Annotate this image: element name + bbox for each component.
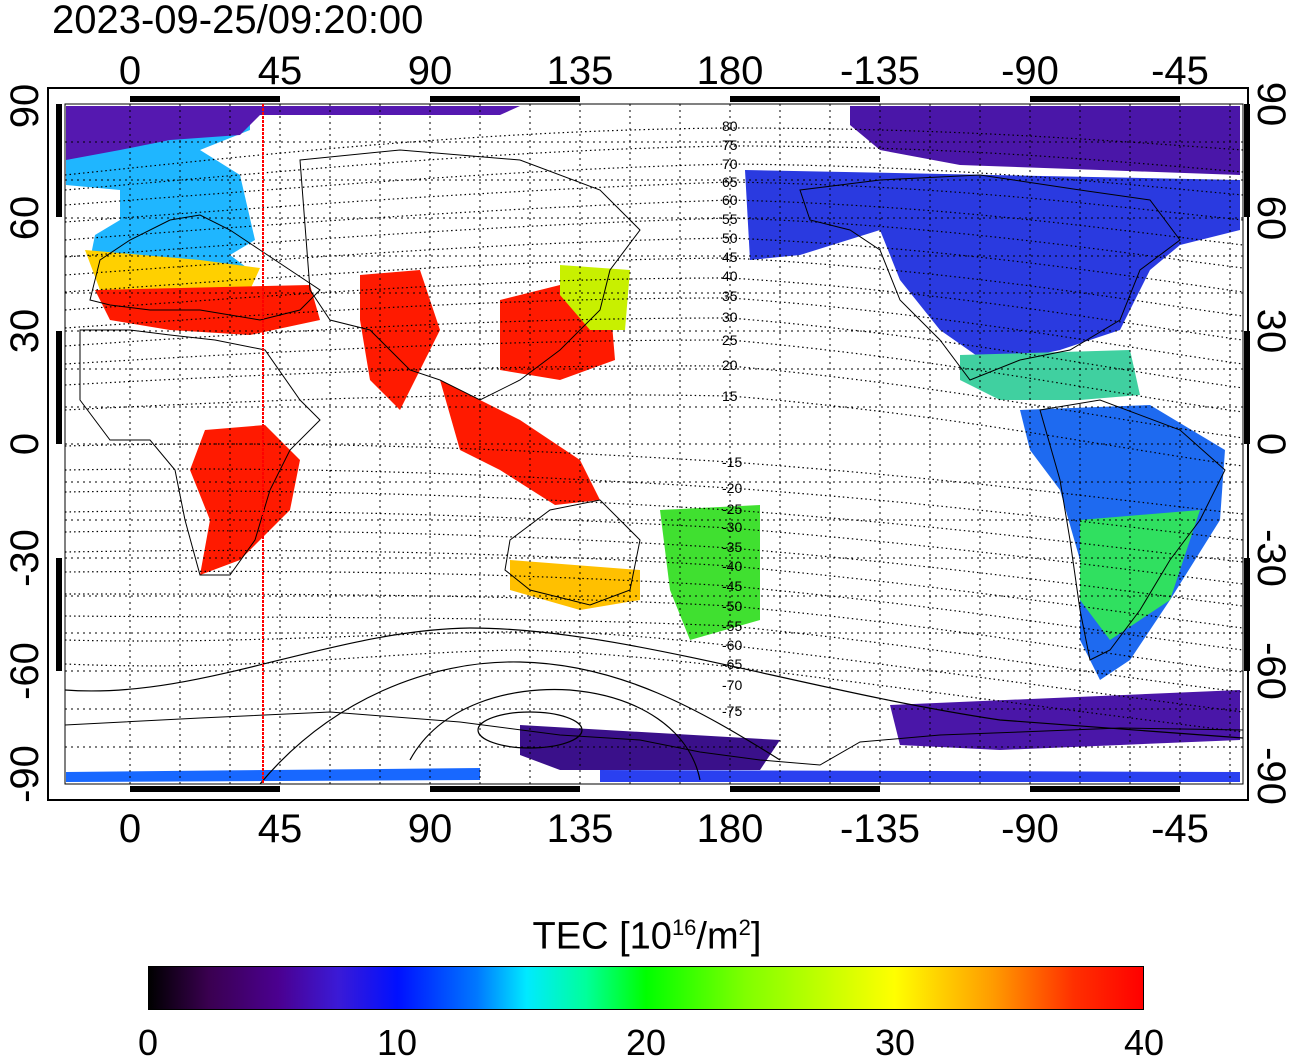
mlat-label: -75 [722,703,742,719]
mlat-label: -55 [722,618,742,634]
tec-patch-north-america [745,170,1240,365]
colorbar-tick-label: 0 [137,1022,159,1063]
colorbar-tick-label: 10 [376,1022,418,1063]
lon-tick-label-bottom: -90 [1001,807,1059,851]
mlat-label: 65 [722,174,738,190]
mlat-label: 45 [722,249,738,265]
coast-australia [504,499,641,606]
lon-tick-label-top: -45 [1151,49,1209,93]
colorbar-title-main: TEC [10 [532,915,672,958]
mlat-label: -45 [722,578,742,594]
lat-tick-label-left: -30 [3,529,47,587]
lon-tick-label-bottom: 90 [408,807,453,851]
colorbar-tick-label: 40 [1123,1022,1165,1063]
lat-tick-label-left: -60 [3,642,47,700]
mlat-label: -40 [722,558,742,574]
mlat-label: 30 [722,309,738,325]
tec-patch-nz [660,505,760,640]
lat-tick-label-left: 90 [3,84,47,129]
lon-tick-label-bottom: 135 [547,807,614,851]
colorbar-title-unit: /m [696,915,739,958]
coast-south-america [1039,399,1226,661]
mlat-label: 25 [722,332,738,348]
mlat-label: -35 [722,539,742,555]
mlat-label: 80 [722,118,738,134]
lon-bottom-labels: 0 45 90 135 180 -135 -90 -45 [119,807,1209,851]
colorbar-title-end: ] [750,915,762,958]
mlat-label: -25 [722,501,742,517]
lon-tick-label-top: -135 [840,49,920,93]
lon-tick-label-bottom: 45 [258,807,303,851]
mlat-label: -65 [722,656,742,672]
lat-tick-label-left: 60 [3,196,47,241]
lon-tick-label-top: 90 [408,49,453,93]
graticule [65,104,1243,784]
mlat-label: 50 [722,230,738,246]
tec-patch-africa [190,425,300,575]
lon-tick-label-bottom: -135 [840,807,920,851]
tec-patch-antarctic-west [890,690,1240,750]
magnetic-latitude-contours [64,127,1244,733]
tec-patch-south-america-green [1080,510,1200,640]
tec-patch-south-pole-strip [66,768,480,782]
mlat-label: 55 [722,211,738,227]
mlat-label: 75 [722,137,738,153]
lat-tick-label-right: 30 [1249,309,1293,354]
auroral-boundary-lines [64,627,1244,785]
lat-tick-label-left: -90 [3,745,47,803]
mlat-label: -50 [722,598,742,614]
lon-tick-label-top: 135 [547,49,614,93]
mlat-label-group: 80 75 70 65 60 55 50 45 40 35 30 25 20 1… [722,118,742,719]
lon-tick-label-top: 0 [119,49,141,93]
lon-tick-label-top: 45 [258,49,303,93]
lat-tick-label-right: -30 [1249,529,1293,587]
lat-tick-label-right: 90 [1249,82,1293,127]
lat-tick-label-right: -90 [1249,747,1293,805]
lat-right-labels: 90 60 30 0 -30 -60 -90 [1249,82,1293,805]
lat-left-labels: 90 60 30 0 -30 -60 -90 [3,84,47,803]
frame-tick-bars [56,96,1250,792]
lat-tick-label-left: 30 [3,309,47,354]
lat-tick-label-right: 0 [1249,433,1293,455]
lon-top-labels: 0 45 90 135 180 -135 -90 -45 [119,49,1209,93]
tec-patch-japan [560,265,630,330]
mlat-label: -60 [722,637,742,653]
coast-north-america [799,174,1181,381]
colorbar-title-exponent: 16 [671,915,697,940]
tec-world-map: 80 75 70 65 60 55 50 45 40 35 30 25 20 1… [3,49,1293,851]
tec-patch-south-pole-strip-east [600,770,1240,782]
tec-patch-australia [510,560,640,610]
lon-tick-label-bottom: 180 [697,807,764,851]
colorbar-tick-label: 20 [625,1022,667,1063]
mlat-label: -30 [722,519,742,535]
lon-tick-label-bottom: -45 [1151,807,1209,851]
lon-tick-label-top: -90 [1001,49,1059,93]
colorbar-title-exponent-2: 2 [738,915,751,940]
map-timestamp-title: 2023-09-25/09:20:00 [52,0,424,42]
coast-europe [89,214,321,321]
colorbar-tick-label: 30 [874,1022,916,1063]
mlat-label: 15 [722,388,738,404]
tec-colorbar [148,966,1144,1010]
lat-tick-label-right: 60 [1249,196,1293,241]
mlat-label: 60 [722,192,738,208]
lon-tick-label-bottom: 0 [119,807,141,851]
mlat-label: -20 [722,480,742,496]
lat-tick-label-right: -60 [1249,642,1293,700]
lat-tick-label-left: 0 [3,433,47,455]
tec-patch-central-america [960,350,1140,400]
mlat-label: 70 [722,156,738,172]
tec-patch-arctic-canada [850,106,1240,175]
lon-tick-label-top: 180 [697,49,764,93]
mlat-label: -15 [722,454,742,470]
coast-antarctica [64,711,1244,766]
mlat-label: 35 [722,288,738,304]
colorbar-title: TEC [1016/m2] [0,905,1294,960]
mlat-label: 40 [722,268,738,284]
tec-patch-arctic-top [66,106,520,160]
mlat-label: -70 [722,677,742,693]
tec-patch-europe-arctic [66,108,255,285]
coast-asia [299,149,641,401]
mlat-label: 20 [722,357,738,373]
